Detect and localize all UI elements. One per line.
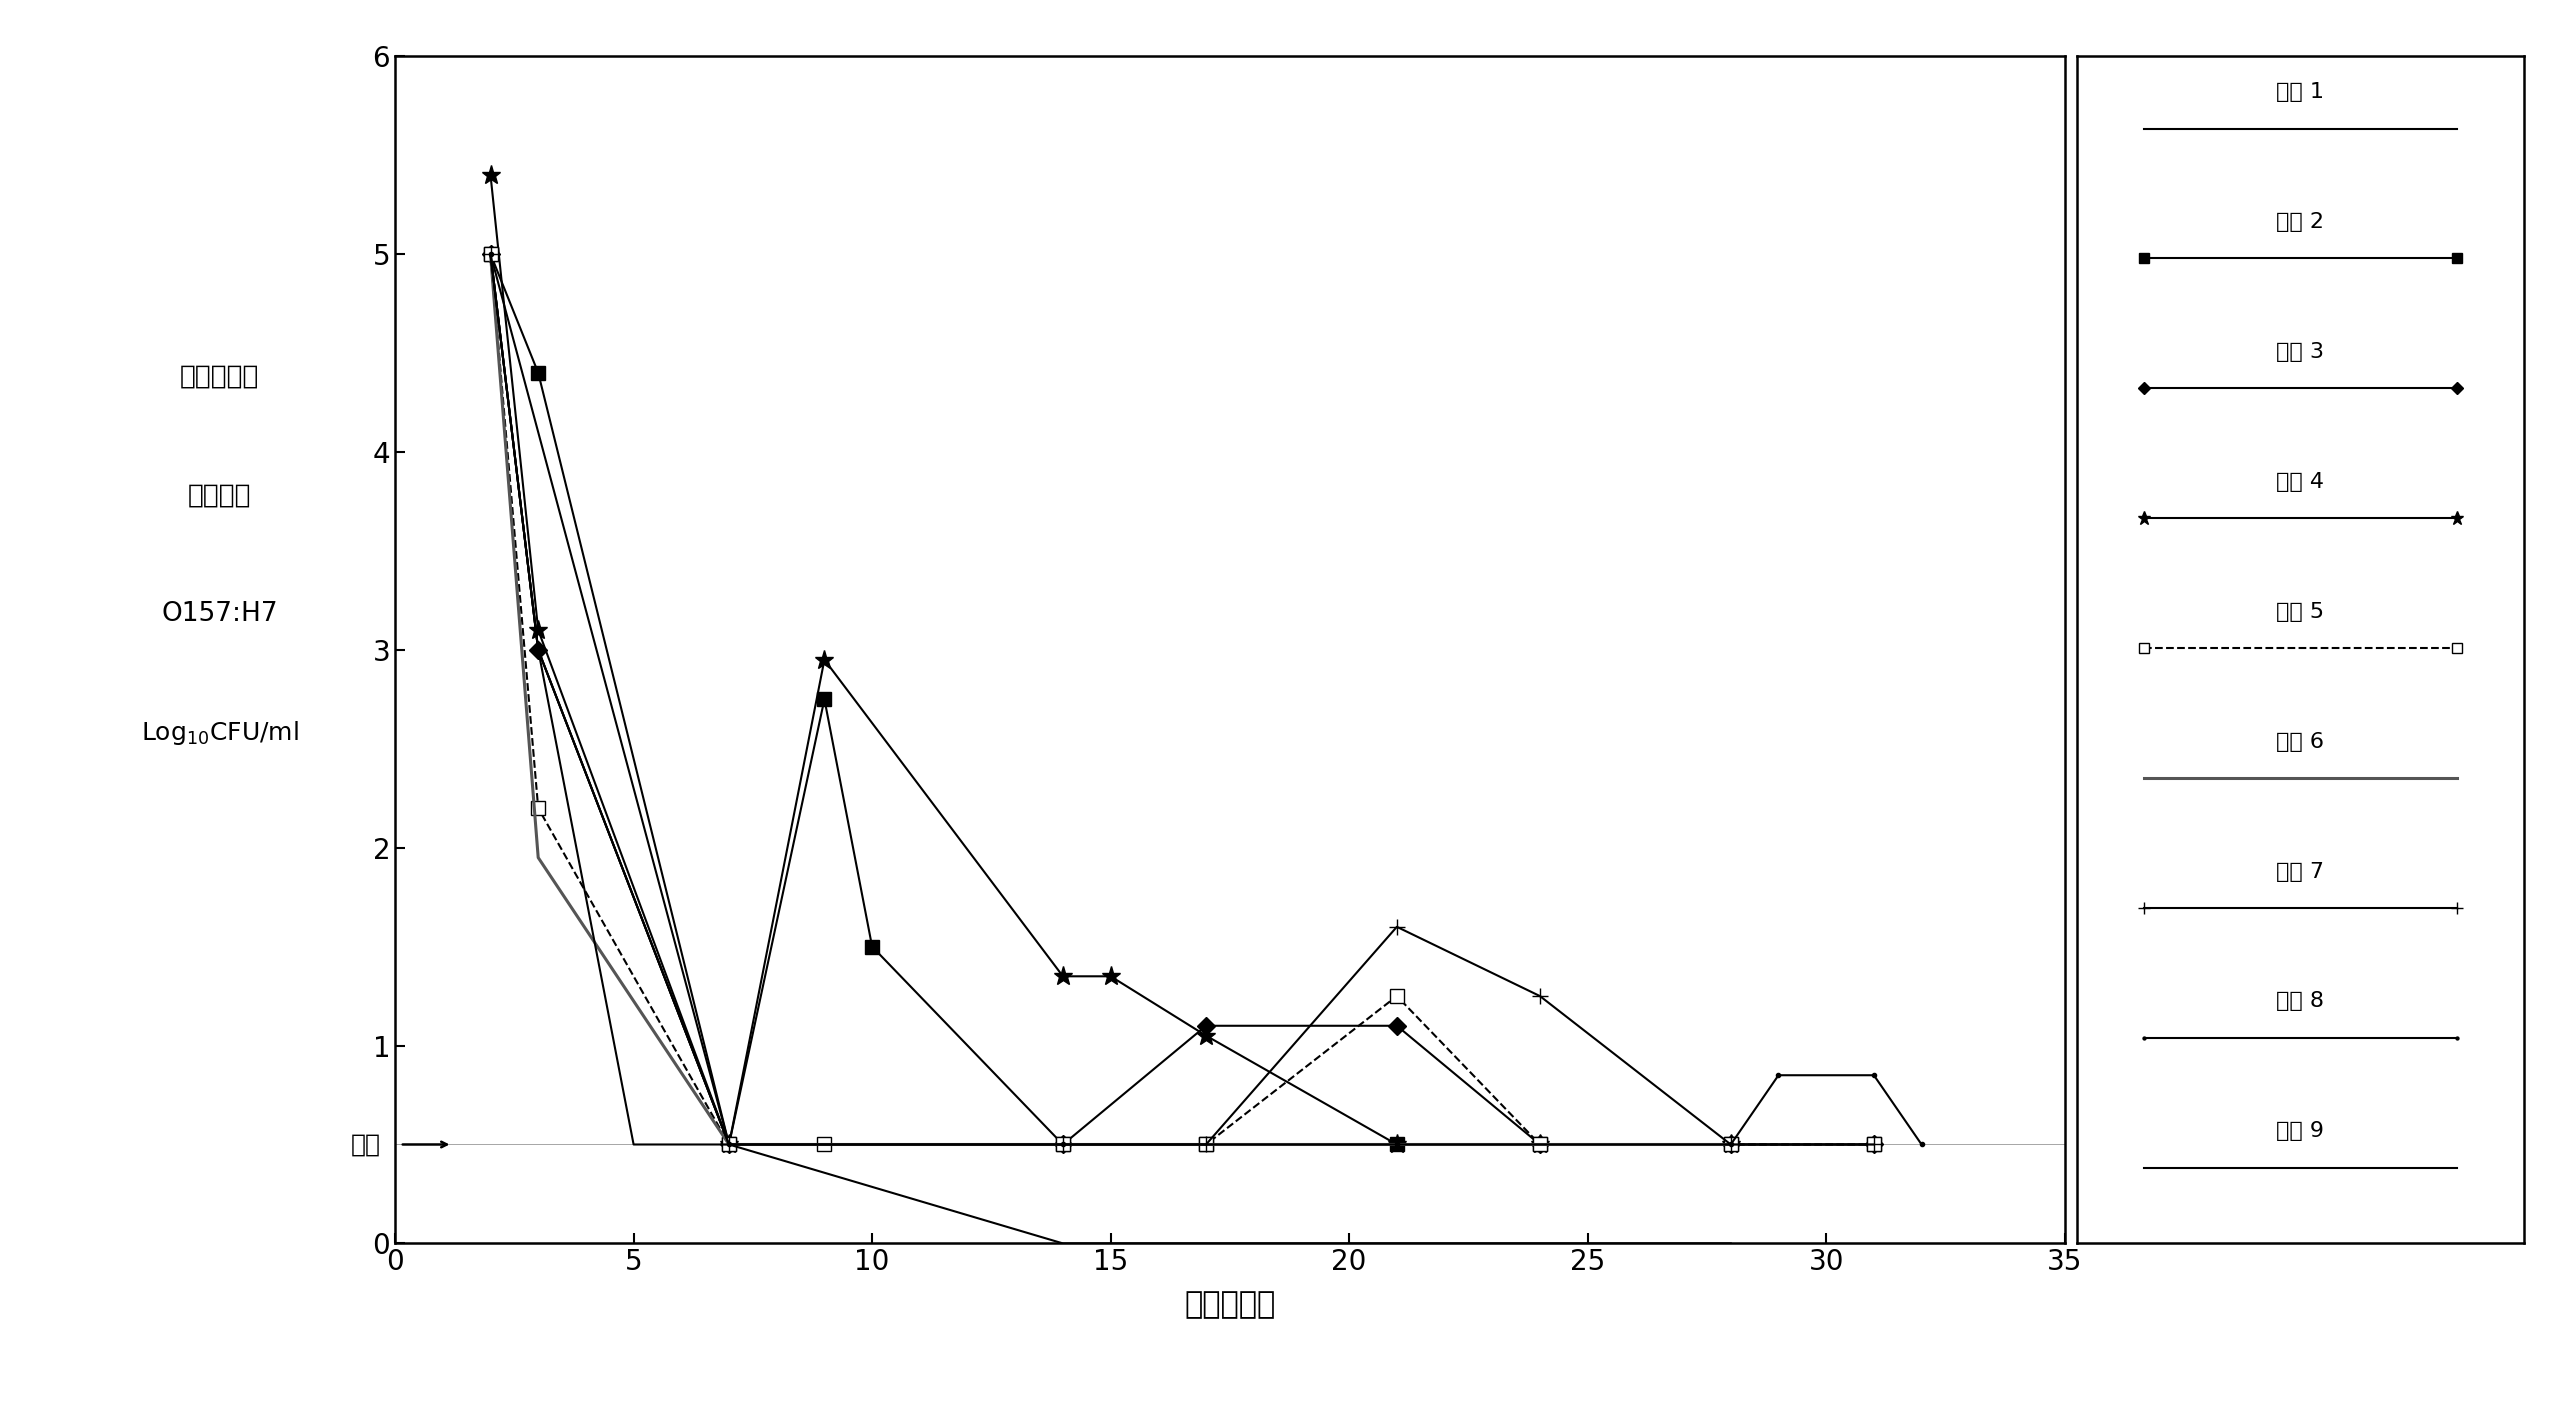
Text: 小牛 2: 小牛 2 [2276,212,2325,232]
Text: 小牛 1: 小牛 1 [2276,81,2325,103]
Text: 富集: 富集 [352,1132,380,1156]
X-axis label: 接种后天数: 接种后天数 [1185,1290,1274,1319]
Text: 小牛 8: 小牛 8 [2276,992,2325,1012]
Text: 小牛 3: 小牛 3 [2276,341,2325,362]
Text: 大肠杆菌: 大肠杆菌 [189,482,252,509]
Text: O157:H7: O157:H7 [161,601,278,627]
Text: 小牛 7: 小牛 7 [2276,861,2325,881]
Text: 小牛 4: 小牛 4 [2276,472,2325,492]
Text: Log$_{10}$CFU/ml: Log$_{10}$CFU/ml [140,719,298,747]
Text: 小牛 5: 小牛 5 [2276,601,2325,622]
Text: 小牛 6: 小牛 6 [2276,732,2325,752]
Text: 小牛 9: 小牛 9 [2276,1121,2325,1141]
Text: 瘠胃液中的: 瘠胃液中的 [181,364,260,389]
